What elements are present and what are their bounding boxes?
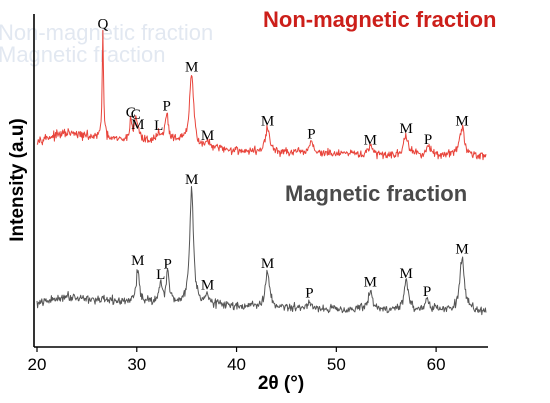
peak-label: M bbox=[131, 253, 144, 269]
x-tick-label-50: 50 bbox=[327, 355, 346, 374]
x-tick-label-30: 30 bbox=[127, 355, 146, 374]
peak-label: C bbox=[131, 107, 141, 123]
series-title-non-magnetic: Non-magnetic fraction bbox=[263, 7, 496, 32]
ghost-text-1: Non-magnetic fraction bbox=[0, 20, 213, 45]
series-layer bbox=[36, 29, 487, 316]
peak-label: M bbox=[364, 133, 377, 149]
peak-label: P bbox=[424, 132, 432, 148]
peak-label: M bbox=[455, 114, 468, 130]
peak-label: P bbox=[163, 99, 171, 115]
x-ticks: 20 30 40 50 60 bbox=[28, 347, 446, 374]
x-tick-label-40: 40 bbox=[227, 355, 246, 374]
peak-label: M bbox=[400, 266, 413, 282]
peak-label: M bbox=[201, 128, 214, 144]
peak-label: P bbox=[307, 126, 315, 142]
peak-label: M bbox=[261, 256, 274, 272]
peak-label: L bbox=[156, 267, 165, 283]
peak-label: M bbox=[261, 113, 274, 129]
peak-label: C bbox=[126, 105, 136, 121]
peak-label: M bbox=[185, 172, 198, 188]
x-tick-label-60: 60 bbox=[427, 355, 446, 374]
peak-label: P bbox=[423, 284, 431, 300]
peak-label: P bbox=[164, 257, 172, 273]
series-line-1 bbox=[36, 186, 487, 316]
peak-label: M bbox=[400, 121, 413, 137]
series-line-0 bbox=[36, 29, 487, 161]
peak-label: M bbox=[131, 117, 144, 133]
x-tick-label-20: 20 bbox=[28, 355, 47, 374]
ghost-text-layer: Non-magnetic fraction Magnetic fraction bbox=[0, 20, 213, 67]
peak-label: M bbox=[364, 275, 377, 291]
series-title-magnetic: Magnetic fraction bbox=[285, 181, 467, 206]
peak-label: M bbox=[455, 242, 468, 258]
y-axis-title: Intensity (a.u) bbox=[7, 118, 28, 242]
peak-label: M bbox=[201, 278, 214, 294]
peak-label: L bbox=[154, 118, 163, 134]
peak-label: Q bbox=[97, 17, 108, 33]
ghost-text-2: Magnetic fraction bbox=[0, 42, 166, 67]
peak-label: M bbox=[185, 59, 198, 75]
x-axis-title: 2θ (°) bbox=[258, 373, 304, 394]
peak-label: P bbox=[305, 286, 313, 302]
